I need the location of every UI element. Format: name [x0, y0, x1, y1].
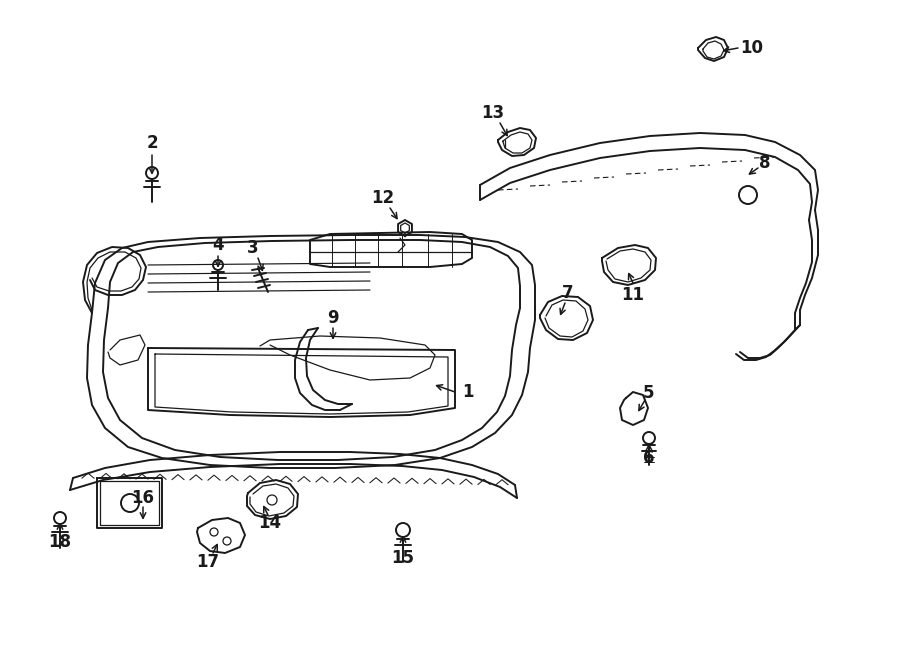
Text: 15: 15	[392, 549, 415, 567]
Text: 8: 8	[760, 154, 770, 172]
Text: 7: 7	[562, 284, 574, 302]
Text: 11: 11	[622, 286, 644, 304]
Text: 18: 18	[49, 533, 71, 551]
Text: 6: 6	[644, 449, 655, 467]
Text: 4: 4	[212, 236, 224, 254]
Text: 13: 13	[482, 104, 505, 122]
Text: 14: 14	[258, 514, 282, 532]
Text: 3: 3	[248, 239, 259, 257]
Text: 17: 17	[196, 553, 220, 571]
Text: 10: 10	[741, 39, 763, 57]
Text: 9: 9	[328, 309, 338, 327]
Text: 16: 16	[131, 489, 155, 507]
Text: 5: 5	[644, 384, 655, 402]
Text: 12: 12	[372, 189, 394, 207]
Text: 1: 1	[463, 383, 473, 401]
Text: 2: 2	[146, 134, 158, 152]
